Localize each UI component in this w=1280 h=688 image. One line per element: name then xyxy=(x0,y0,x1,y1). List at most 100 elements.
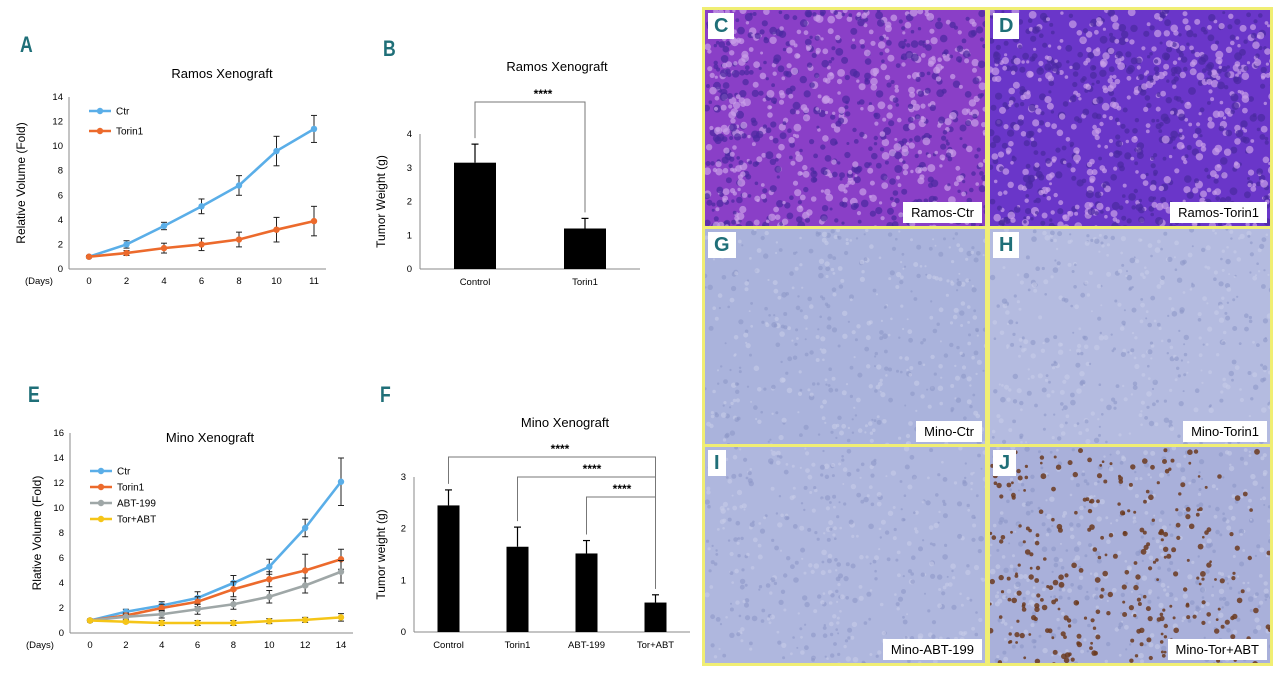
data-point xyxy=(337,614,345,621)
bar-tor-abt xyxy=(644,602,667,632)
panel-letter-i: I xyxy=(708,450,726,476)
panel-letter-d: D xyxy=(993,13,1020,39)
legend-marker xyxy=(97,483,105,491)
y-axis-label: Tumor weight (g) xyxy=(374,509,388,599)
data-point xyxy=(160,244,168,252)
series-line xyxy=(89,570,342,622)
x-tick-label: 10 xyxy=(271,276,282,287)
data-point xyxy=(198,241,205,248)
chart-ramos-tumor-weight: Ramos Xenograft 0 1 2 3 4 Tumor Weight (g) Cont… xyxy=(374,59,640,288)
data-point xyxy=(266,593,273,600)
micrograph-mino-abt-199: I Mino-ABT-199 xyxy=(702,444,988,666)
x-tick-label: 8 xyxy=(236,276,241,287)
x-tick-label: Control xyxy=(460,277,491,288)
panel-letter-j: J xyxy=(993,450,1017,476)
x-tick-label: Tor+ABT xyxy=(637,640,674,651)
x-tick-label: 11 xyxy=(309,276,319,287)
panel-letter-b: B xyxy=(383,36,396,61)
data-point xyxy=(310,217,318,225)
chart-mino-relative-volume: Mino Xenograft 0 2 4 6 8 10 12 14 16 0 2 4 6 8 10 12 14 (D… xyxy=(26,428,353,651)
y-tick-label: 2 xyxy=(401,524,406,535)
data-point xyxy=(158,619,165,627)
data-point xyxy=(337,478,345,485)
legend-marker xyxy=(97,515,105,523)
bar-torin1 xyxy=(564,228,606,269)
x-tick-label: 8 xyxy=(231,640,236,651)
y-tick-label: 4 xyxy=(58,215,63,226)
tissue-image xyxy=(990,10,1270,226)
data-point xyxy=(123,241,130,248)
legend-marker xyxy=(96,107,104,115)
bar-torin1 xyxy=(506,546,529,632)
x-tick-label: 2 xyxy=(124,276,129,287)
x-tick-label: 0 xyxy=(87,640,92,651)
data-point xyxy=(85,253,93,260)
x-tick-label: 10 xyxy=(264,640,275,651)
data-point xyxy=(301,616,309,624)
data-point xyxy=(198,203,205,210)
legend-label: Ctr xyxy=(116,107,130,118)
y-tick-label: 2 xyxy=(407,197,412,208)
y-tick-label: 3 xyxy=(401,472,406,483)
data-point xyxy=(230,586,237,593)
y-tick-label: 0 xyxy=(401,627,406,638)
x-tick-label: 6 xyxy=(199,276,204,287)
data-point xyxy=(122,613,130,620)
data-point xyxy=(230,601,237,608)
legend-label: Torin1 xyxy=(116,127,144,138)
chart-title: Mino Xenograft xyxy=(521,415,610,430)
data-point xyxy=(86,617,94,624)
panel-letter-e: E xyxy=(28,382,40,407)
significance-label: **** xyxy=(613,482,632,496)
y-tick-label: 6 xyxy=(58,190,63,201)
data-point xyxy=(266,563,273,570)
panel-letter-c: C xyxy=(708,13,735,39)
y-tick-label: 1 xyxy=(401,575,406,586)
significance-bracket xyxy=(474,101,586,213)
data-point xyxy=(301,524,309,532)
x-axis-label: (Days) xyxy=(26,640,54,651)
y-tick-label: 8 xyxy=(58,166,63,177)
panel-letter-g: G xyxy=(708,232,736,258)
data-point xyxy=(194,606,201,613)
micrograph-mino-ctr: G Mino-Ctr xyxy=(702,226,988,448)
y-tick-label: 10 xyxy=(53,503,64,514)
series-ctr: Ctr xyxy=(85,107,318,260)
legend-marker xyxy=(97,467,105,475)
y-tick-label: 4 xyxy=(407,129,412,140)
bar-control xyxy=(437,505,460,632)
tissue-image xyxy=(990,447,1270,663)
legend-label: ABT-199 xyxy=(117,499,156,510)
x-tick-label: 0 xyxy=(86,276,91,287)
data-point xyxy=(194,598,201,605)
series-tor-abt: Tor+ABT xyxy=(86,515,345,627)
y-tick-label: 2 xyxy=(58,239,63,250)
panel-letter-a: A xyxy=(20,32,33,57)
y-tick-label: 12 xyxy=(53,478,64,489)
legend-marker xyxy=(97,499,105,507)
chart-ramos-relative-volume: Ramos Xenograft 0 2 4 6 8 10 12 14 0 2 4 6 8 10 11 (Days… xyxy=(14,66,326,287)
legend-label: Ctr xyxy=(117,467,131,478)
micrograph-mino-tor-abt: J Mino-Tor+ABT xyxy=(987,444,1273,666)
x-tick-label: Torin1 xyxy=(505,640,531,651)
micrograph-ramos-torin1: D Ramos-Torin1 xyxy=(987,7,1273,229)
series-line xyxy=(89,480,343,622)
y-tick-label: 12 xyxy=(52,117,63,128)
y-tick-label: 10 xyxy=(52,141,63,152)
y-axis-label: Tumor Weight (g) xyxy=(374,155,388,248)
y-tick-label: 3 xyxy=(407,163,412,174)
data-point xyxy=(337,568,345,575)
x-axis-label: (Days) xyxy=(25,276,53,287)
data-point xyxy=(158,611,165,618)
micrograph-label: Mino-ABT-199 xyxy=(882,639,982,660)
data-point xyxy=(160,222,168,230)
y-tick-label: 0 xyxy=(407,264,412,275)
x-tick-label: 14 xyxy=(336,640,347,651)
data-point xyxy=(230,619,237,627)
legend-marker xyxy=(96,127,104,135)
data-point xyxy=(301,582,309,589)
bar-abt-199 xyxy=(575,553,598,632)
micrograph-mino-torin1: H Mino-Torin1 xyxy=(987,226,1273,448)
data-point xyxy=(273,147,280,155)
chart-mino-tumor-weight: Mino Xenograft 0 1 2 3 Tumor weight (g) Contro… xyxy=(374,415,690,651)
